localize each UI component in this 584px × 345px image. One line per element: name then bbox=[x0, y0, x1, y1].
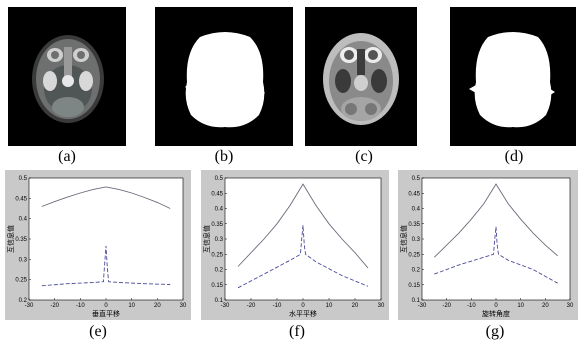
caption-g: (g) bbox=[485, 323, 505, 340]
y-tick-label: 0.4 bbox=[215, 207, 224, 213]
plot-g: -30 -20 -10 0 10 20 30 0.1 0.15 0.2 0.25 0.3 0.35 0.4… bbox=[398, 170, 578, 320]
x-tick-label: -10 bbox=[273, 303, 282, 309]
y-tick-label: 0.15 bbox=[211, 283, 223, 289]
x-tick-label: 0 bbox=[301, 303, 305, 309]
y-tick-label: 0.25 bbox=[211, 252, 223, 258]
x-tick-label: 0 bbox=[494, 303, 498, 309]
y-tick-label: 0.4 bbox=[412, 207, 421, 213]
caption-c: (c) bbox=[355, 148, 373, 165]
x-tick-label: 10 bbox=[128, 303, 135, 309]
x-axis-label: 水平平移 bbox=[289, 309, 317, 318]
x-tick-label: -20 bbox=[442, 303, 451, 309]
y-tick-label: 0.5 bbox=[19, 176, 28, 182]
panel-d-mask-image bbox=[450, 7, 576, 146]
y-axis-label: 互信息值 bbox=[399, 225, 408, 253]
caption-b: (b) bbox=[214, 148, 234, 165]
series-line-dashed bbox=[237, 225, 369, 289]
ct-brain-image bbox=[32, 35, 104, 123]
caption-e: (e) bbox=[89, 323, 107, 340]
brain-mask-image bbox=[185, 32, 265, 128]
plot-e: -30 -20 -10 0 10 20 30 0.2 0.25 0.3 0.35 0.4 0.45 0.5… bbox=[5, 170, 191, 320]
y-tick-label: 0.45 bbox=[211, 191, 223, 197]
brain-mask-image-d bbox=[469, 32, 555, 128]
y-tick-label: 0.35 bbox=[408, 222, 420, 228]
panel-a-ct-image bbox=[8, 7, 126, 146]
plot-area bbox=[421, 177, 571, 301]
y-tick-label: 0.35 bbox=[15, 237, 27, 243]
x-tick-label: 20 bbox=[542, 303, 549, 309]
y-tick-label: 0.2 bbox=[19, 298, 28, 304]
x-tick-label: 20 bbox=[352, 303, 359, 309]
chart-f-svg: -30 -20 -10 0 10 20 30 0.1 0.15 0.2 0.25 0.3 0.35 0.4… bbox=[202, 176, 385, 318]
x-tick-label: 0 bbox=[104, 303, 108, 309]
panel-c-mr-image bbox=[305, 7, 417, 146]
y-tick-label: 0.25 bbox=[15, 278, 27, 284]
y-tick-label: 0.2 bbox=[412, 268, 421, 274]
y-tick-label: 0.25 bbox=[408, 252, 420, 258]
x-tick-label: 30 bbox=[378, 303, 385, 309]
y-tick-label: 0.3 bbox=[19, 257, 28, 263]
y-tick-label: 0.45 bbox=[408, 191, 420, 197]
y-tick-label: 0.5 bbox=[412, 176, 421, 182]
plot-f: -30 -20 -10 0 10 20 30 0.1 0.15 0.2 0.25 0.3 0.35 0.4… bbox=[201, 170, 389, 320]
caption-a: (a) bbox=[58, 148, 76, 165]
y-axis-label: 互信息值 bbox=[6, 225, 15, 253]
x-tick-label: -20 bbox=[247, 303, 256, 309]
x-tick-label: 20 bbox=[154, 303, 161, 309]
chart-g-svg: -30 -20 -10 0 10 20 30 0.1 0.15 0.2 0.25 0.3 0.35 0.4… bbox=[399, 176, 574, 318]
series-line-dashed bbox=[41, 245, 171, 287]
x-tick-label: -10 bbox=[467, 303, 476, 309]
mr-brain-image bbox=[323, 33, 399, 125]
plot-area bbox=[224, 177, 382, 301]
x-axis-label: 旋转角度 bbox=[482, 309, 510, 318]
plot-area bbox=[28, 177, 184, 301]
x-axis-label: 垂直平移 bbox=[92, 309, 120, 318]
caption-f: (f) bbox=[289, 323, 305, 340]
caption-d: (d) bbox=[504, 148, 524, 165]
y-tick-label: 0.35 bbox=[211, 222, 223, 228]
x-tick-label: 30 bbox=[180, 303, 187, 309]
y-tick-label: 0.1 bbox=[412, 298, 421, 304]
y-tick-label: 0.3 bbox=[412, 237, 421, 243]
panel-b-mask-image bbox=[155, 7, 293, 146]
x-tick-label: 10 bbox=[517, 303, 524, 309]
series-line-solid bbox=[237, 183, 369, 269]
y-tick-label: 0.5 bbox=[215, 176, 224, 182]
series-line-solid bbox=[41, 186, 171, 209]
x-tick-label: -20 bbox=[50, 303, 59, 309]
x-tick-label: 10 bbox=[326, 303, 333, 309]
x-tick-label: -30 bbox=[418, 303, 427, 309]
x-tick-label: -30 bbox=[221, 303, 230, 309]
y-tick-label: 0.4 bbox=[19, 217, 28, 223]
chart-e-svg: -30 -20 -10 0 10 20 30 0.2 0.25 0.3 0.35 0.4 0.45 0.5… bbox=[6, 176, 187, 318]
x-tick-label: -10 bbox=[76, 303, 85, 309]
y-tick-label: 0.45 bbox=[15, 196, 27, 202]
y-tick-label: 0.3 bbox=[215, 237, 224, 243]
y-tick-label: 0.1 bbox=[215, 298, 224, 304]
series-line-solid bbox=[433, 183, 558, 258]
y-tick-label: 0.2 bbox=[215, 268, 224, 274]
series-line-dashed bbox=[434, 226, 558, 284]
x-tick-label: 30 bbox=[567, 303, 574, 309]
y-axis-label: 互信息值 bbox=[202, 225, 211, 253]
x-tick-label: -30 bbox=[25, 303, 34, 309]
y-tick-label: 0.15 bbox=[408, 283, 420, 289]
